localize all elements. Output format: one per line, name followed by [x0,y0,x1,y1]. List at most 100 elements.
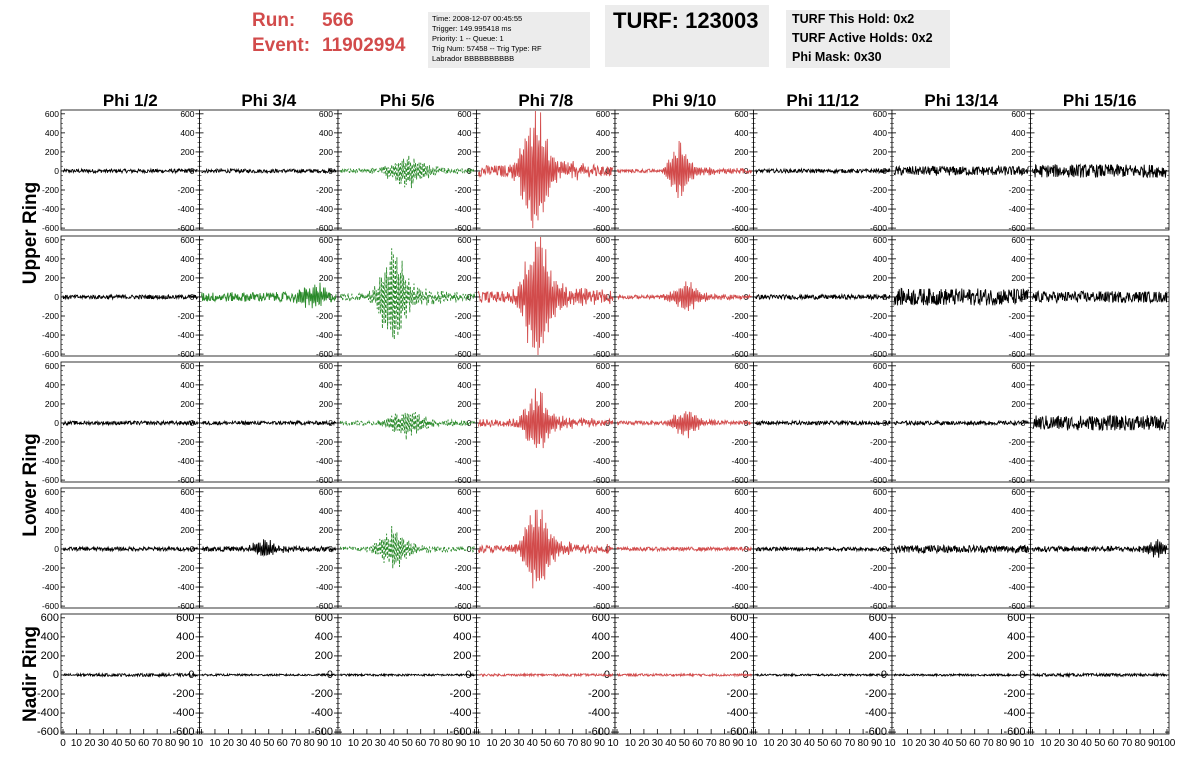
x-tick-label: 80 [719,738,731,749]
y-tick-label: 200 [592,650,610,662]
waveform-trace [1032,671,1168,679]
y-tick-label: -400 [454,204,471,214]
y-tick-label: -400 [172,707,194,719]
y-tick-label: 400 [315,631,333,643]
y-tick-label: -400 [870,456,887,466]
y-tick-label: 600 [1011,235,1025,245]
waveform-trace [339,412,475,440]
x-tick-label: 40 [111,738,123,749]
run-row: Run: 566 [252,8,406,33]
y-tick-label: 600 [319,361,333,371]
y-tick-label: 600 [873,487,887,497]
y-tick-label: 400 [873,254,887,264]
y-tick-label: -400 [42,582,59,592]
y-tick-label: -400 [1008,330,1025,340]
x-tick-label: 20 [777,738,789,749]
x-tick-label: 20 [915,738,927,749]
y-tick-label: 400 [873,128,887,138]
y-tick-label: -200 [42,311,59,321]
y-tick-label: 200 [45,399,59,409]
y-tick-label: 600 [734,235,748,245]
x-tick-label: 80 [858,738,870,749]
y-tick-label: -600 [316,349,333,359]
x-tick-label: 30 [929,738,941,749]
y-tick-label: -200 [316,185,333,195]
y-tick-label: 400 [734,506,748,516]
y-tick-label: 0 [54,292,59,302]
x-tick-label: 50 [1094,738,1106,749]
y-tick-label: 200 [596,273,610,283]
y-tick-label: 400 [319,506,333,516]
y-tick-label: 600 [457,109,471,119]
y-tick-label: -600 [1008,475,1025,485]
x-tick-label: 30 [652,738,664,749]
info-line-trigger: Trigger: 149.995418 ms [432,24,512,33]
waveform-trace [893,543,1029,555]
y-tick-label: 0 [188,669,194,681]
y-tick-label: -400 [454,330,471,340]
x-tick-label: 80 [442,738,454,749]
y-tick-label: -200 [454,437,471,447]
y-tick-label: -600 [42,475,59,485]
waveform-panel [1030,235,1170,357]
waveform-trace [478,672,614,678]
x-tick-label: 40 [527,738,539,749]
waveform-trace [478,388,614,449]
x-tick-label: 20 [1054,738,1066,749]
y-tick-label: 400 [45,380,59,390]
y-tick-label: 400 [319,128,333,138]
waveform-trace [755,167,891,175]
x-tick-label: 60 [554,738,566,749]
x-tick-label: 10 [746,738,758,749]
x-tick-label: 40 [250,738,262,749]
y-tick-label: -400 [311,707,333,719]
y-tick-label: 0 [54,166,59,176]
y-tick-label: 400 [592,631,610,643]
y-tick-label: -200 [870,437,887,447]
y-tick-label: -400 [316,456,333,466]
run-value: 566 [322,10,354,31]
y-tick-label: -200 [449,688,471,700]
x-tick-label: 20 [361,738,373,749]
y-tick-label: -200 [177,563,194,573]
y-tick-label: -400 [593,330,610,340]
run-event-block: Run: 566 Event: 11902994 [252,8,406,58]
waveform-trace [1032,539,1168,558]
y-tick-label: 600 [1011,487,1025,497]
y-tick-label: 400 [873,380,887,390]
x-tick-label: 10 [192,738,204,749]
x-tick-label: 70 [1121,738,1133,749]
y-tick-label: -400 [177,204,194,214]
waveform-trace [339,672,475,678]
y-tick-label: 400 [457,128,471,138]
x-tick-label: 90 [317,738,329,749]
y-tick-label: 600 [734,487,748,497]
x-tick-label: 90 [455,738,467,749]
y-tick-label: 200 [873,525,887,535]
y-tick-label: -200 [870,185,887,195]
y-tick-label: 400 [873,506,887,516]
waveform-trace [1032,414,1168,432]
y-tick-label: -600 [177,349,194,359]
y-tick-label: 600 [180,109,194,119]
y-tick-label: -200 [1008,563,1025,573]
y-tick-label: 400 [1011,254,1025,264]
y-tick-label: 400 [176,631,194,643]
y-tick-label: 200 [596,525,610,535]
waveform-trace [478,236,614,356]
x-tick-label: 40 [665,738,677,749]
y-tick-label: -400 [1008,456,1025,466]
x-tick-label: 20 [84,738,96,749]
y-tick-label: 600 [734,109,748,119]
y-tick-label: -600 [316,223,333,233]
x-tick-label: 60 [415,738,427,749]
waveform-trace [62,167,198,175]
y-tick-label: -400 [316,204,333,214]
y-tick-label: 200 [1011,147,1025,157]
